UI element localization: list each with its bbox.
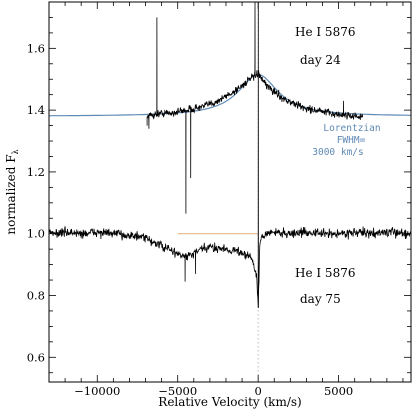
plot-frame [48,1,412,383]
y-axis-label-subscript: λ [11,149,20,154]
annotation-day75-line: He I 5876 [295,266,355,280]
annotation-day24-line: He I 5876 [295,25,355,39]
x-axis-label: Relative Velocity (km/s) [158,395,301,409]
annotation-fwhm: FWHM= [337,135,366,146]
y-tick-label: 0.6 [27,350,45,364]
x-tick-label: −5000 [158,384,197,398]
axis-ticks [48,2,411,382]
day75-spectrum-line [49,2,411,308]
axis-tick-labels: −10000 −5000 0 5000 0.6 0.8 1.0 1.2 1.4 1.6 [27,41,354,398]
y-tick-label: 0.8 [27,288,45,302]
y-axis-label: normalized Fλ [4,149,20,234]
x-tick-label: −10000 [74,384,120,398]
annotation-fwhm-value: 3000 km/s [312,147,363,158]
y-axis-label-main: normalized F [4,154,18,234]
annotation-day24-day: day 24 [300,53,341,67]
x-tick-label: 5000 [324,384,353,398]
annotation-day75-day: day 75 [300,292,341,306]
y-tick-label: 1.2 [27,165,45,179]
plot-area [49,2,411,382]
y-tick-label: 1.6 [27,41,45,55]
annotation-lorentzian: Lorentzian [323,123,380,134]
day24-spectrum-line [146,2,364,214]
x-tick-label: 0 [254,384,261,398]
y-tick-label: 1.4 [27,103,45,117]
y-tick-label: 1.0 [27,227,45,241]
